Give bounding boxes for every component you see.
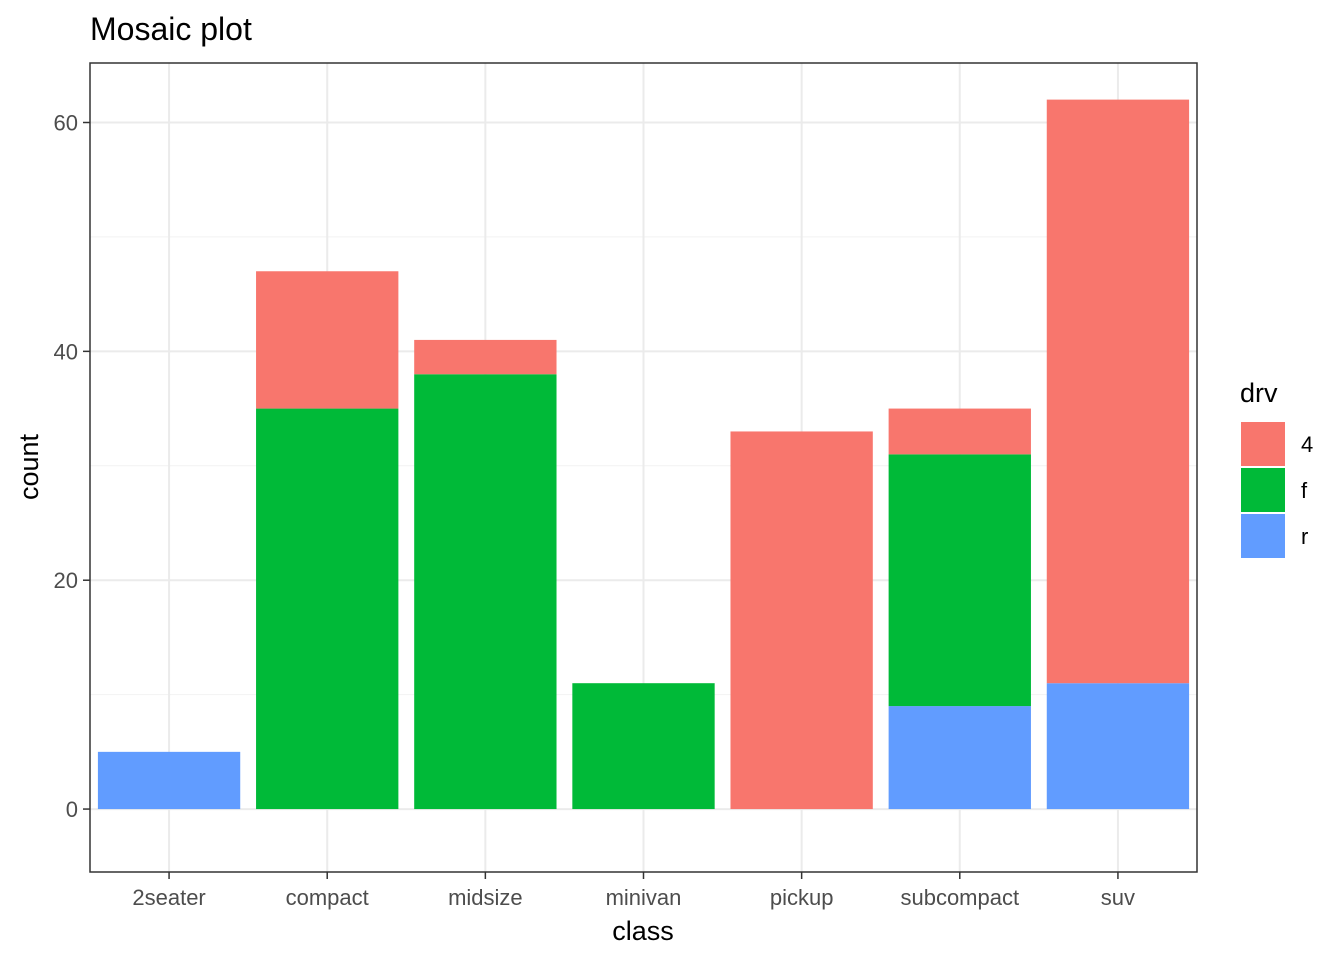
- legend-label-r: r: [1301, 524, 1308, 549]
- x-tick-label: compact: [286, 885, 369, 910]
- bar-subcompact-4: [888, 408, 1031, 455]
- legend-key-4: [1241, 422, 1285, 466]
- y-tick-label: 60: [54, 111, 78, 136]
- bar-suv-r: [1046, 683, 1190, 810]
- x-tick-label: pickup: [770, 885, 834, 910]
- x-tick-label: midsize: [448, 885, 523, 910]
- legend-key-f: [1241, 468, 1285, 512]
- bar-midsize-f: [414, 374, 557, 810]
- bar-midsize-4: [414, 339, 557, 375]
- bar-subcompact-r: [888, 706, 1031, 810]
- y-axis-title: count: [14, 433, 44, 500]
- bar-subcompact-f: [888, 454, 1031, 707]
- bar-compact-f: [256, 408, 399, 810]
- legend-label-f: f: [1301, 478, 1308, 503]
- bar-minivan-f: [572, 683, 715, 810]
- legend-key-r: [1241, 514, 1285, 558]
- bar-compact-4: [256, 271, 399, 409]
- bar-pickup-4: [730, 431, 873, 810]
- y-tick-label: 20: [54, 568, 78, 593]
- bar-2seater-r: [97, 751, 241, 810]
- x-tick-label: suv: [1101, 885, 1135, 910]
- x-tick-label: 2seater: [132, 885, 205, 910]
- y-tick-label: 40: [54, 339, 78, 364]
- legend: drv 4 fr: [1240, 378, 1313, 558]
- bar-suv-4: [1046, 99, 1190, 684]
- x-axis-title: class: [612, 916, 674, 946]
- x-tick-label: minivan: [606, 885, 682, 910]
- plot-panel: 0 20 40 60 2seater compact midsize minivan picku…: [54, 62, 1198, 910]
- x-tick-label: subcompact: [900, 885, 1019, 910]
- chart-title: Mosaic plot: [90, 11, 252, 47]
- legend-title: drv: [1240, 378, 1278, 408]
- legend-label-4: 4: [1301, 432, 1313, 457]
- y-tick-label: 0: [66, 797, 78, 822]
